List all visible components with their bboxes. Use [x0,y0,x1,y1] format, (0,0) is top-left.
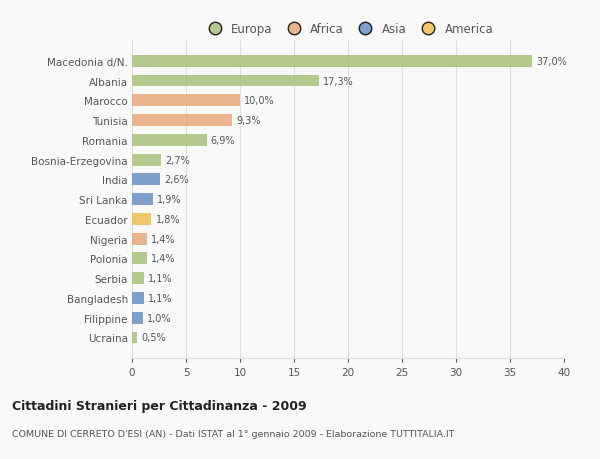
Text: 1,1%: 1,1% [148,293,173,303]
Text: 1,1%: 1,1% [148,274,173,284]
Text: 37,0%: 37,0% [536,56,566,67]
Bar [132,56,532,67]
Bar [132,154,161,166]
Bar [132,75,319,87]
Bar [132,134,206,146]
Text: 10,0%: 10,0% [244,96,275,106]
Bar [132,312,143,324]
Text: 2,6%: 2,6% [164,175,189,185]
Bar [132,253,147,265]
Text: 9,3%: 9,3% [237,116,261,126]
Text: 1,0%: 1,0% [147,313,172,323]
Text: 17,3%: 17,3% [323,76,354,86]
Bar [132,174,160,186]
Bar [132,115,232,127]
Text: 1,4%: 1,4% [151,254,176,264]
Text: 1,4%: 1,4% [151,234,176,244]
Text: Cittadini Stranieri per Cittadinanza - 2009: Cittadini Stranieri per Cittadinanza - 2… [12,399,307,412]
Bar [132,233,147,245]
Text: 1,8%: 1,8% [156,214,180,224]
Text: 1,9%: 1,9% [157,195,181,205]
Bar [132,95,240,107]
Legend: Europa, Africa, Asia, America: Europa, Africa, Asia, America [198,19,498,41]
Bar [132,332,137,344]
Bar [132,292,144,304]
Bar [132,213,151,225]
Bar [132,194,152,206]
Text: COMUNE DI CERRETO D'ESI (AN) - Dati ISTAT al 1° gennaio 2009 - Elaborazione TUTT: COMUNE DI CERRETO D'ESI (AN) - Dati ISTA… [12,429,455,438]
Bar [132,273,144,285]
Text: 6,9%: 6,9% [211,135,235,146]
Text: 0,5%: 0,5% [142,333,166,343]
Text: 2,7%: 2,7% [166,155,190,165]
